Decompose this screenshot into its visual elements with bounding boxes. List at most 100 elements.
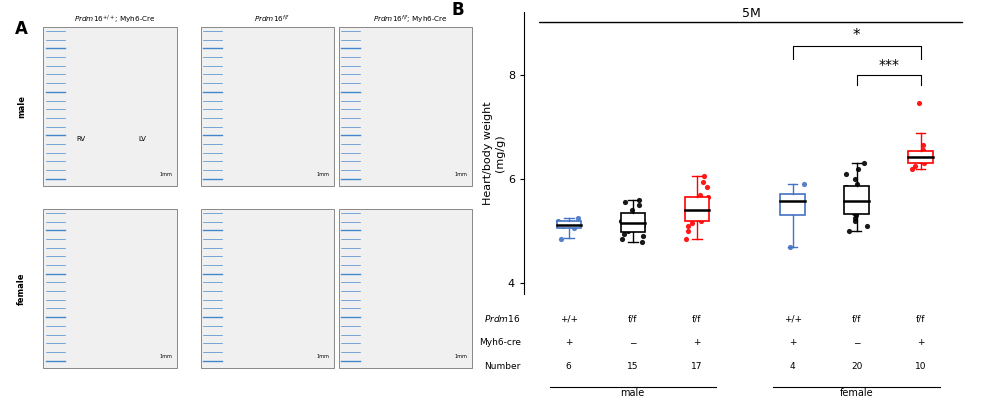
Point — [624, 207, 640, 214]
Point — [908, 163, 924, 169]
Point — [631, 197, 647, 203]
Point — [912, 152, 928, 159]
Point — [852, 197, 867, 203]
Point — [633, 220, 649, 226]
Bar — [620, 213, 645, 233]
Point — [634, 238, 650, 245]
Point — [854, 199, 869, 206]
Point — [850, 181, 865, 187]
Point — [847, 215, 863, 221]
Point — [846, 210, 862, 216]
Text: LV: LV — [138, 136, 146, 142]
Point — [681, 228, 697, 234]
Point — [782, 194, 798, 200]
Text: −: − — [629, 338, 636, 347]
Bar — [685, 197, 708, 221]
Text: B: B — [452, 1, 464, 19]
Text: +: + — [917, 338, 925, 347]
Point — [856, 160, 871, 166]
Point — [627, 225, 643, 232]
Point — [619, 228, 635, 234]
Point — [684, 210, 700, 216]
Text: Number: Number — [484, 362, 521, 371]
Text: f/f: f/f — [692, 314, 701, 323]
Point — [688, 215, 703, 221]
FancyBboxPatch shape — [201, 209, 334, 368]
FancyBboxPatch shape — [201, 27, 334, 186]
Point — [913, 158, 929, 164]
Text: 17: 17 — [691, 362, 702, 371]
Point — [847, 218, 863, 224]
Text: 1mm: 1mm — [454, 172, 467, 177]
Point — [915, 147, 931, 154]
Text: f/f: f/f — [916, 314, 926, 323]
Text: f/f: f/f — [852, 314, 862, 323]
Text: *: * — [853, 28, 861, 44]
Point — [635, 223, 651, 229]
Text: RV: RV — [77, 136, 86, 142]
Bar — [556, 221, 581, 228]
Point — [561, 220, 577, 226]
Point — [614, 218, 629, 224]
Text: 1mm: 1mm — [454, 354, 467, 359]
Text: 1mm: 1mm — [159, 172, 172, 177]
Text: 1mm: 1mm — [316, 172, 329, 177]
Point — [916, 160, 932, 166]
Point — [695, 207, 710, 214]
Point — [693, 218, 708, 224]
Y-axis label: Heart/body weight
(mg/g): Heart/body weight (mg/g) — [483, 101, 505, 205]
Point — [685, 220, 700, 226]
Text: 20: 20 — [851, 362, 863, 371]
Text: +: + — [788, 338, 796, 347]
Point — [635, 233, 651, 239]
Point — [700, 194, 715, 200]
Text: 1mm: 1mm — [159, 354, 172, 359]
Point — [915, 142, 931, 148]
Point — [570, 215, 586, 221]
Point — [566, 225, 582, 232]
Point — [913, 155, 929, 161]
Bar — [781, 194, 805, 216]
Point — [685, 197, 700, 203]
Text: female: female — [18, 272, 27, 305]
Point — [625, 215, 641, 221]
Text: +/+: +/+ — [560, 314, 578, 323]
Point — [782, 243, 798, 250]
FancyBboxPatch shape — [43, 27, 177, 186]
Point — [631, 202, 647, 208]
Text: 5M: 5M — [742, 7, 761, 20]
Text: 4: 4 — [789, 362, 795, 371]
Text: $\it{Prdm16}^{f/f}$: $\it{Prdm16}^{f/f}$ — [254, 14, 290, 25]
Text: $\it{Prdm16}$: $\it{Prdm16}$ — [484, 313, 521, 324]
Point — [678, 236, 694, 242]
Point — [700, 183, 715, 190]
Point — [549, 218, 565, 224]
Text: Myh6-cre: Myh6-cre — [479, 338, 521, 347]
Point — [680, 223, 696, 229]
Point — [796, 181, 812, 187]
Point — [848, 207, 864, 214]
Point — [839, 183, 855, 190]
Text: $\it{Prdm16}^{+/+}$; Myh6-Cre: $\it{Prdm16}^{+/+}$; Myh6-Cre — [74, 14, 156, 26]
Point — [615, 236, 630, 242]
Text: f/f: f/f — [628, 314, 637, 323]
Text: A: A — [15, 20, 28, 37]
Point — [838, 194, 854, 200]
Point — [685, 199, 700, 206]
Text: female: female — [840, 388, 873, 398]
Point — [555, 223, 571, 229]
FancyBboxPatch shape — [43, 209, 177, 368]
Point — [697, 173, 712, 180]
Text: 6: 6 — [566, 362, 572, 371]
Text: +: + — [565, 338, 572, 347]
Point — [844, 191, 860, 198]
Point — [697, 212, 712, 219]
Text: male: male — [18, 95, 27, 118]
Point — [904, 165, 920, 172]
Point — [783, 202, 799, 208]
Point — [922, 150, 938, 156]
Point — [842, 186, 858, 193]
Point — [692, 191, 707, 198]
Text: male: male — [620, 388, 645, 398]
Point — [617, 231, 632, 237]
